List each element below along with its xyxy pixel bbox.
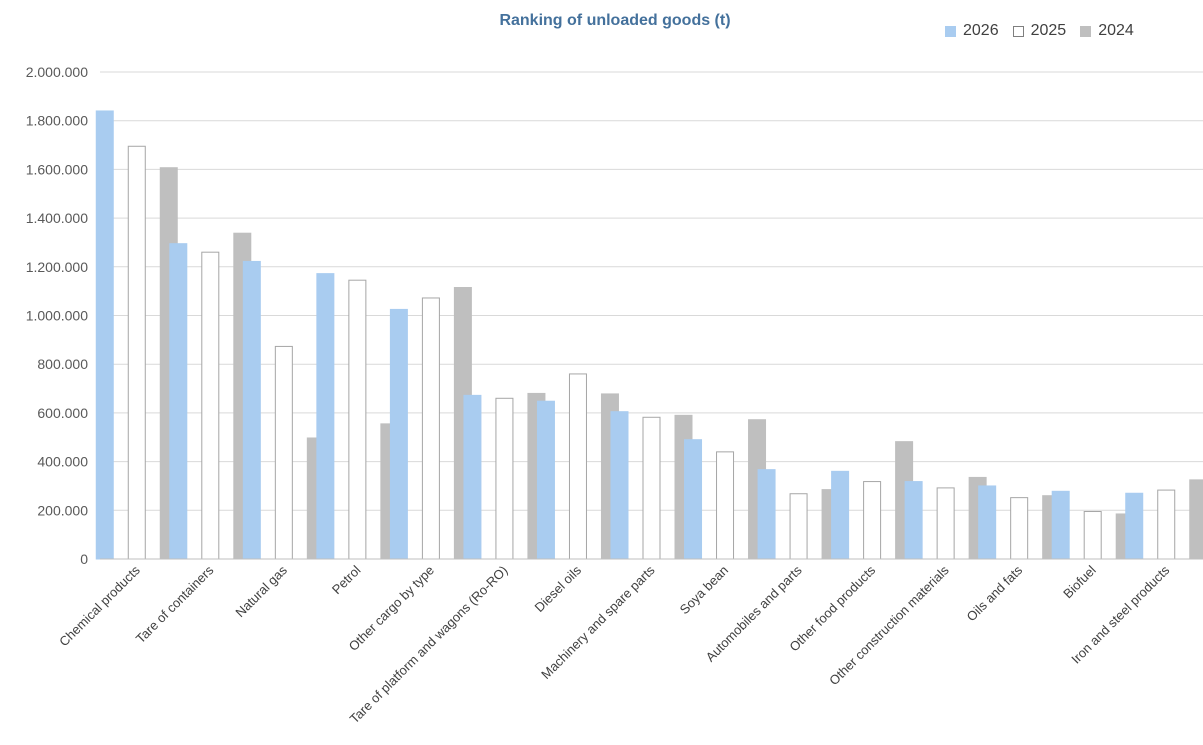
bar-2026-7: [610, 411, 629, 560]
bar-2026-13: [1051, 490, 1070, 560]
bar-2026-5: [463, 394, 482, 560]
bar-2025-8: [716, 451, 735, 560]
y-tick-label: 2.000.000: [26, 64, 88, 80]
bar-2026-4: [389, 308, 408, 560]
x-tick-label: Tare of platform and wagons (Ro-RO): [347, 563, 511, 727]
y-tick-label: 1.400.000: [26, 210, 88, 226]
y-tick-label: 1.000.000: [26, 308, 88, 324]
y-tick-label: 200.000: [37, 502, 88, 518]
legend-swatch-2026: [945, 25, 956, 37]
bar-2025-4: [421, 297, 440, 560]
bar-2026-2: [242, 260, 261, 560]
bar-2025-0: [127, 145, 146, 560]
x-tick-label: Soya bean: [677, 563, 732, 618]
legend-swatch-2025: [1012, 25, 1024, 37]
x-tick-label: Petrol: [329, 562, 364, 597]
y-tick-label: 1.600.000: [26, 161, 88, 177]
bar-2025-7: [642, 416, 661, 560]
legend-label-2025: 2025: [1030, 22, 1067, 39]
bar-2026-6: [536, 400, 555, 560]
x-tick-label: Diesel oils: [532, 562, 585, 615]
bar-2025-14: [1157, 489, 1176, 560]
bar-2026-9: [757, 469, 776, 560]
chart-title: Ranking of unloaded goods (t): [499, 12, 731, 29]
legend-label-2026: 2026: [963, 22, 999, 39]
legend-swatch-2024: [1080, 25, 1092, 37]
y-tick-label: 400.000: [37, 454, 88, 470]
bar-2025-2: [274, 345, 293, 560]
bars: [95, 110, 1203, 560]
legend-item-2026: 2026: [945, 22, 999, 40]
bar-2026-0: [95, 110, 114, 560]
legend-item-2025: 2025: [1012, 22, 1067, 40]
bar-2024-14: [1189, 479, 1203, 560]
bar-2026-8: [684, 439, 703, 560]
legend-item-2024: 2024: [1080, 22, 1134, 40]
bar-2026-3: [316, 273, 335, 560]
bar-2026-1: [169, 243, 188, 560]
x-tick-label: Tare of containers: [133, 562, 217, 646]
bar-2026-14: [1125, 492, 1144, 560]
x-tick-label: Natural gas: [232, 562, 290, 620]
x-tick-label: Oils and fats: [964, 562, 1026, 624]
x-tick-label: Chemical products: [56, 562, 143, 649]
x-tick-label: Other construction materials: [826, 562, 952, 688]
bar-2026-12: [978, 485, 997, 560]
y-axis-tick-labels: 0 200.000 400.000 600.000 800.000 1.000.000 1.…: [26, 64, 89, 567]
y-tick-label: 0: [80, 551, 88, 567]
bar-2025-6: [568, 373, 587, 560]
legend: 2026 2025 2024: [945, 22, 1148, 40]
bar-2025-3: [348, 279, 367, 560]
y-tick-label: 1.800.000: [26, 113, 88, 129]
bar-2026-10: [831, 470, 850, 560]
bar-2025-1: [201, 251, 220, 560]
bar-2026-11: [904, 481, 923, 560]
y-tick-label: 600.000: [37, 405, 88, 421]
bar-2025-11: [936, 487, 955, 560]
bar-2025-5: [495, 397, 514, 560]
y-tick-label: 800.000: [37, 356, 88, 372]
y-tick-label: 1.200.000: [26, 259, 88, 275]
bar-2025-13: [1083, 511, 1102, 560]
x-tick-label: Biofuel: [1060, 562, 1099, 601]
bar-2025-9: [789, 493, 808, 560]
bar-2025-10: [863, 481, 882, 560]
bar-2025-12: [1010, 497, 1029, 560]
legend-label-2024: 2024: [1098, 22, 1134, 39]
